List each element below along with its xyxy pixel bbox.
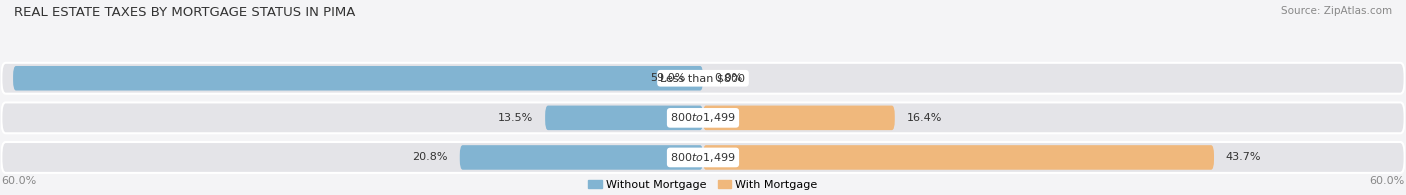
Text: Source: ZipAtlas.com: Source: ZipAtlas.com xyxy=(1281,6,1392,16)
Text: 0.0%: 0.0% xyxy=(714,73,742,83)
Text: 13.5%: 13.5% xyxy=(498,113,533,123)
FancyBboxPatch shape xyxy=(460,145,703,170)
Text: 59.0%: 59.0% xyxy=(650,73,686,83)
Text: 43.7%: 43.7% xyxy=(1226,152,1261,162)
Text: 60.0%: 60.0% xyxy=(1369,176,1405,186)
FancyBboxPatch shape xyxy=(1,102,1405,133)
Text: $800 to $1,499: $800 to $1,499 xyxy=(671,111,735,124)
Legend: Without Mortgage, With Mortgage: Without Mortgage, With Mortgage xyxy=(583,176,823,195)
FancyBboxPatch shape xyxy=(1,63,1405,94)
Text: 60.0%: 60.0% xyxy=(1,176,37,186)
FancyBboxPatch shape xyxy=(13,66,703,90)
FancyBboxPatch shape xyxy=(703,145,1213,170)
Text: Less than $800: Less than $800 xyxy=(661,73,745,83)
Text: 16.4%: 16.4% xyxy=(907,113,942,123)
Text: $800 to $1,499: $800 to $1,499 xyxy=(671,151,735,164)
Text: REAL ESTATE TAXES BY MORTGAGE STATUS IN PIMA: REAL ESTATE TAXES BY MORTGAGE STATUS IN … xyxy=(14,6,356,19)
FancyBboxPatch shape xyxy=(703,105,894,130)
FancyBboxPatch shape xyxy=(546,105,703,130)
FancyBboxPatch shape xyxy=(1,142,1405,173)
Text: 20.8%: 20.8% xyxy=(412,152,449,162)
